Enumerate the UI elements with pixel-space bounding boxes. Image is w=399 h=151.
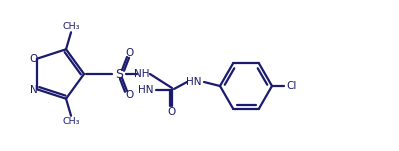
Text: HN: HN — [186, 77, 202, 87]
Text: N: N — [30, 85, 38, 95]
Text: O: O — [126, 48, 134, 58]
Text: O: O — [126, 90, 134, 100]
Text: S: S — [115, 67, 123, 80]
Text: CH₃: CH₃ — [62, 22, 80, 31]
Text: O: O — [30, 54, 38, 64]
Text: CH₃: CH₃ — [62, 117, 80, 126]
Text: HN: HN — [138, 85, 154, 95]
Text: NH: NH — [134, 69, 150, 79]
Text: O: O — [168, 107, 176, 117]
Text: Cl: Cl — [287, 81, 297, 91]
